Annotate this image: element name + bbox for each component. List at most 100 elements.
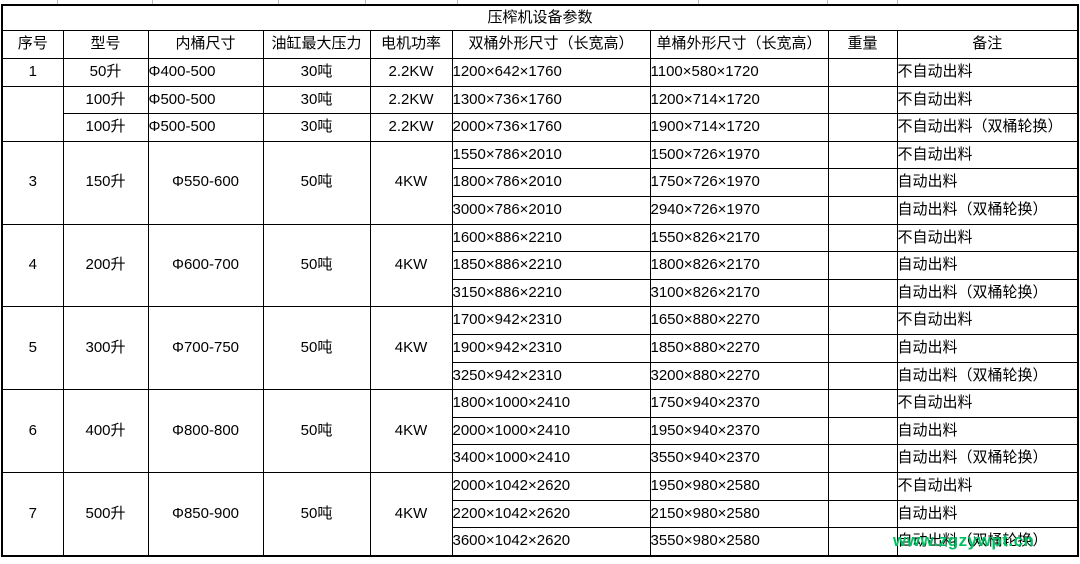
cell-inner-size: Φ550-600 — [147, 140, 264, 225]
cell-inner-size: Φ800-800 — [147, 389, 264, 473]
cell-note: 不自动出料 — [896, 223, 1079, 253]
cell-weight — [827, 168, 898, 197]
cell-weight — [827, 195, 898, 225]
cell-power: 4KW — [369, 140, 453, 225]
cell-pressure: 30吨 — [262, 85, 371, 115]
cell-weight — [827, 140, 898, 170]
table-row: 1900×942×2310 1850×880×2270 自动出料 — [2, 333, 1079, 363]
table-row: 3400×1000×2410 3550×940×2370 自动出料（双桶轮换） — [2, 444, 1079, 473]
header-row: 序号 型号 内桶尺寸 油缸最大压力 电机功率 双桶外形尺寸（长宽高） 单桶外形尺寸（长宽高）… — [1, 30, 1079, 59]
cell-inner-size: Φ400-500 — [147, 58, 264, 87]
cell-model: 300升 — [62, 306, 149, 391]
cell-model: 500升 — [62, 471, 149, 557]
cell-pressure: 30吨 — [262, 58, 371, 87]
cell-inner-size: Φ500-500 — [147, 85, 264, 115]
cell-double-dims: 3250×942×2310 — [451, 361, 651, 391]
table-row: 6 400升 Φ800-800 50吨 4KW 1800×1000×2410 1750×94… — [1, 389, 1079, 473]
column-header: 油缸最大压力 — [262, 30, 371, 59]
title-row: 压榨机设备参数 — [1, 4, 1079, 31]
cell-model: 150升 — [62, 140, 149, 225]
cell-note: 不自动出料 — [896, 140, 1079, 170]
cell-seq: 7 — [1, 471, 64, 557]
cell-single-dims: 1750×726×1970 — [649, 168, 829, 197]
cell-note: 自动出料 — [896, 416, 1079, 446]
cell-double-dims: 1800×1000×2410 — [451, 389, 651, 418]
cell-single-dims: 1950×940×2370 — [649, 416, 829, 446]
column-header: 重量 — [827, 30, 898, 59]
column-header: 内桶尺寸 — [147, 30, 264, 59]
cell-double-dims: 3000×786×2010 — [451, 195, 651, 225]
cell-seq: 5 — [1, 306, 64, 391]
cell-note: 不自动出料（双桶轮换） — [896, 113, 1079, 142]
cell-model: 50升 — [62, 58, 149, 87]
cell-seq: 4 — [1, 223, 64, 308]
cell-seq: 1 — [1, 58, 64, 87]
cell-weight — [827, 251, 898, 280]
cell-weight — [827, 416, 898, 446]
column-header: 单桶外形尺寸（长宽高） — [649, 30, 829, 59]
cell-seq: 3 — [1, 140, 64, 225]
cell-weight — [827, 527, 898, 557]
cell-note: 自动出料 — [896, 333, 1079, 363]
cell-power: 2.2KW — [369, 58, 453, 87]
cell-weight — [827, 389, 898, 418]
cell-double-dims: 3600×1042×2620 — [451, 527, 651, 557]
cell-model: 100升 — [62, 85, 149, 115]
cell-weight — [827, 278, 898, 308]
cell-inner-size: Φ600-700 — [147, 223, 264, 308]
table-row: 1 50升 Φ400-500 30吨 2.2KW 1200×642×1760 1100×58… — [1, 58, 1079, 87]
cell-model: 400升 — [62, 389, 149, 473]
cell-note: 自动出料 — [896, 499, 1079, 529]
cell-double-dims: 2200×1042×2620 — [451, 499, 651, 529]
cell-single-dims: 3100×826×2170 — [649, 278, 829, 308]
cell-seq — [1, 85, 64, 142]
cell-double-dims: 3400×1000×2410 — [451, 444, 651, 473]
cell-power: 4KW — [369, 471, 453, 557]
cell-double-dims: 1800×786×2010 — [451, 168, 651, 197]
top-edge-tick — [897, 0, 898, 4]
cell-double-dims: 1200×642×1760 — [451, 58, 651, 87]
table-row: 100升 Φ500-500 30吨 2.2KW 2000×736×1760 1900×71… — [2, 113, 1079, 142]
cell-single-dims: 1550×826×2170 — [649, 223, 829, 253]
cell-single-dims: 1650×880×2270 — [649, 306, 829, 335]
cell-weight — [827, 471, 898, 501]
cell-note: 不自动出料 — [896, 306, 1079, 335]
cell-note: 自动出料 — [896, 168, 1079, 197]
cell-seq: 6 — [1, 389, 64, 473]
cell-power: 4KW — [369, 223, 453, 308]
top-edge-tick — [827, 0, 828, 4]
cell-power: 4KW — [369, 389, 453, 473]
cell-double-dims: 1550×786×2010 — [451, 140, 651, 170]
cell-weight — [827, 333, 898, 363]
cell-note: 自动出料（双桶轮换） — [896, 278, 1079, 308]
column-header: 双桶外形尺寸（长宽高） — [451, 30, 651, 59]
cell-pressure: 50吨 — [262, 223, 371, 308]
cell-double-dims: 2000×1042×2620 — [451, 471, 651, 501]
cell-note: 不自动出料 — [896, 471, 1079, 501]
cell-single-dims: 1100×580×1720 — [649, 58, 829, 87]
cell-inner-size: Φ850-900 — [147, 471, 264, 557]
cell-note: 不自动出料 — [896, 389, 1079, 418]
column-header: 型号 — [62, 30, 149, 59]
cell-double-dims: 1850×886×2210 — [451, 251, 651, 280]
cell-single-dims: 1850×880×2270 — [649, 333, 829, 363]
cell-model: 100升 — [62, 113, 149, 142]
cell-double-dims: 2000×736×1760 — [451, 113, 651, 142]
top-edge-tick — [365, 0, 366, 4]
table-row: 1800×786×2010 1750×726×1970 自动出料 — [2, 168, 1079, 197]
cell-double-dims: 3150×886×2210 — [451, 278, 651, 308]
cell-double-dims: 1900×942×2310 — [451, 333, 651, 363]
table-row: 3 150升 Φ550-600 50吨 4KW 1550×786×2010 1500×726… — [1, 140, 1079, 225]
cell-weight — [827, 361, 898, 391]
cell-double-dims: 1700×942×2310 — [451, 306, 651, 335]
cell-weight — [827, 223, 898, 253]
top-edge-tick — [457, 0, 458, 4]
table-row: 3600×1042×2620 3550×980×2580 自动出料（双桶轮换） — [2, 527, 1079, 557]
column-header: 序号 — [1, 30, 64, 59]
column-header: 电机功率 — [369, 30, 453, 59]
cell-single-dims: 1500×726×1970 — [649, 140, 829, 170]
watermark: www.zgzywpt.cn — [893, 531, 1035, 550]
cell-weight — [827, 306, 898, 335]
cell-power: 2.2KW — [369, 85, 453, 115]
cell-double-dims: 2000×1000×2410 — [451, 416, 651, 446]
